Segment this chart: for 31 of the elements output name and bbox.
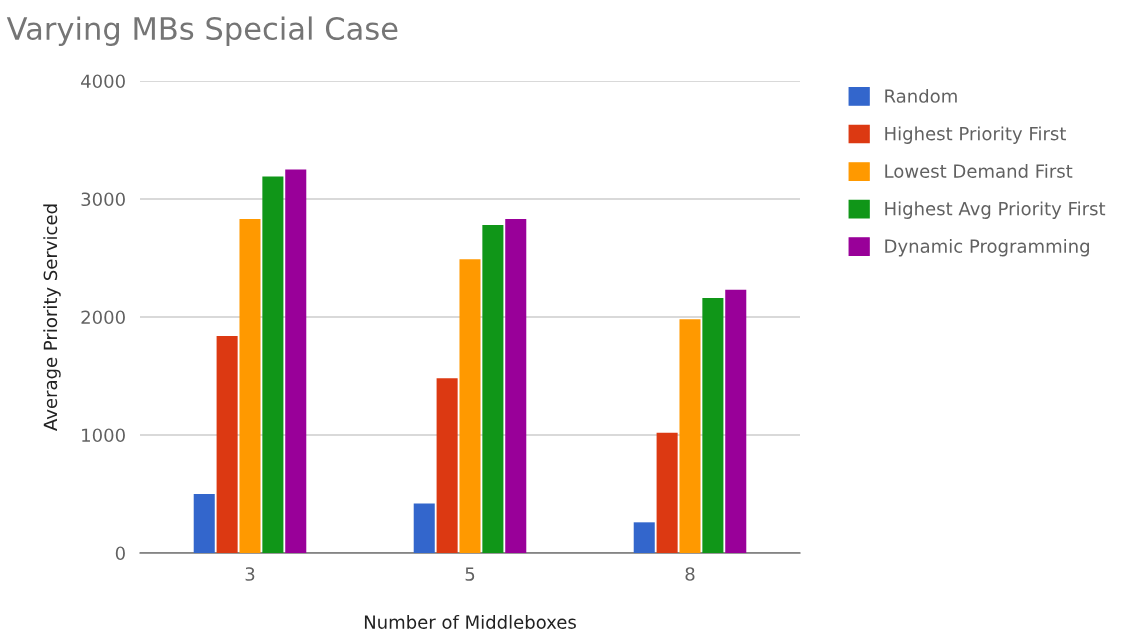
x-axis-title: Number of Middleboxes [364, 614, 576, 629]
x-tick-label: 3 [245, 567, 255, 581]
chart-title: Varying MBs Special Case [6, 16, 398, 46]
bar [285, 169, 307, 553]
bar [262, 176, 284, 553]
y-tick-label: 0 [115, 546, 125, 561]
bar [656, 432, 678, 553]
bar [193, 494, 215, 553]
legend-label: Highest Avg Priority First [885, 201, 1106, 219]
y-tick-label: 2000 [81, 310, 125, 325]
x-tick-label: 5 [465, 567, 475, 581]
bar [725, 289, 747, 553]
bar [702, 298, 724, 553]
bar [436, 378, 458, 553]
y-tick-label: 1000 [82, 428, 125, 443]
bar [633, 522, 655, 553]
bar [679, 319, 701, 553]
y-axis-title: Average Priority Serviced [43, 204, 61, 431]
y-tick-label: 3000 [81, 192, 125, 207]
legend-label: Random [885, 88, 957, 103]
legend-label: Dynamic Programming [885, 238, 1089, 257]
bar [216, 335, 238, 553]
bar [413, 503, 435, 553]
bar [239, 219, 261, 553]
bar [505, 219, 527, 553]
x-tick-label: 8 [685, 567, 695, 581]
legend-label: Highest Priority First [885, 126, 1066, 144]
legend-label: Lowest Demand First [885, 163, 1073, 178]
bar [482, 224, 504, 553]
y-tick-label: 4000 [81, 74, 125, 89]
bar [459, 259, 481, 553]
